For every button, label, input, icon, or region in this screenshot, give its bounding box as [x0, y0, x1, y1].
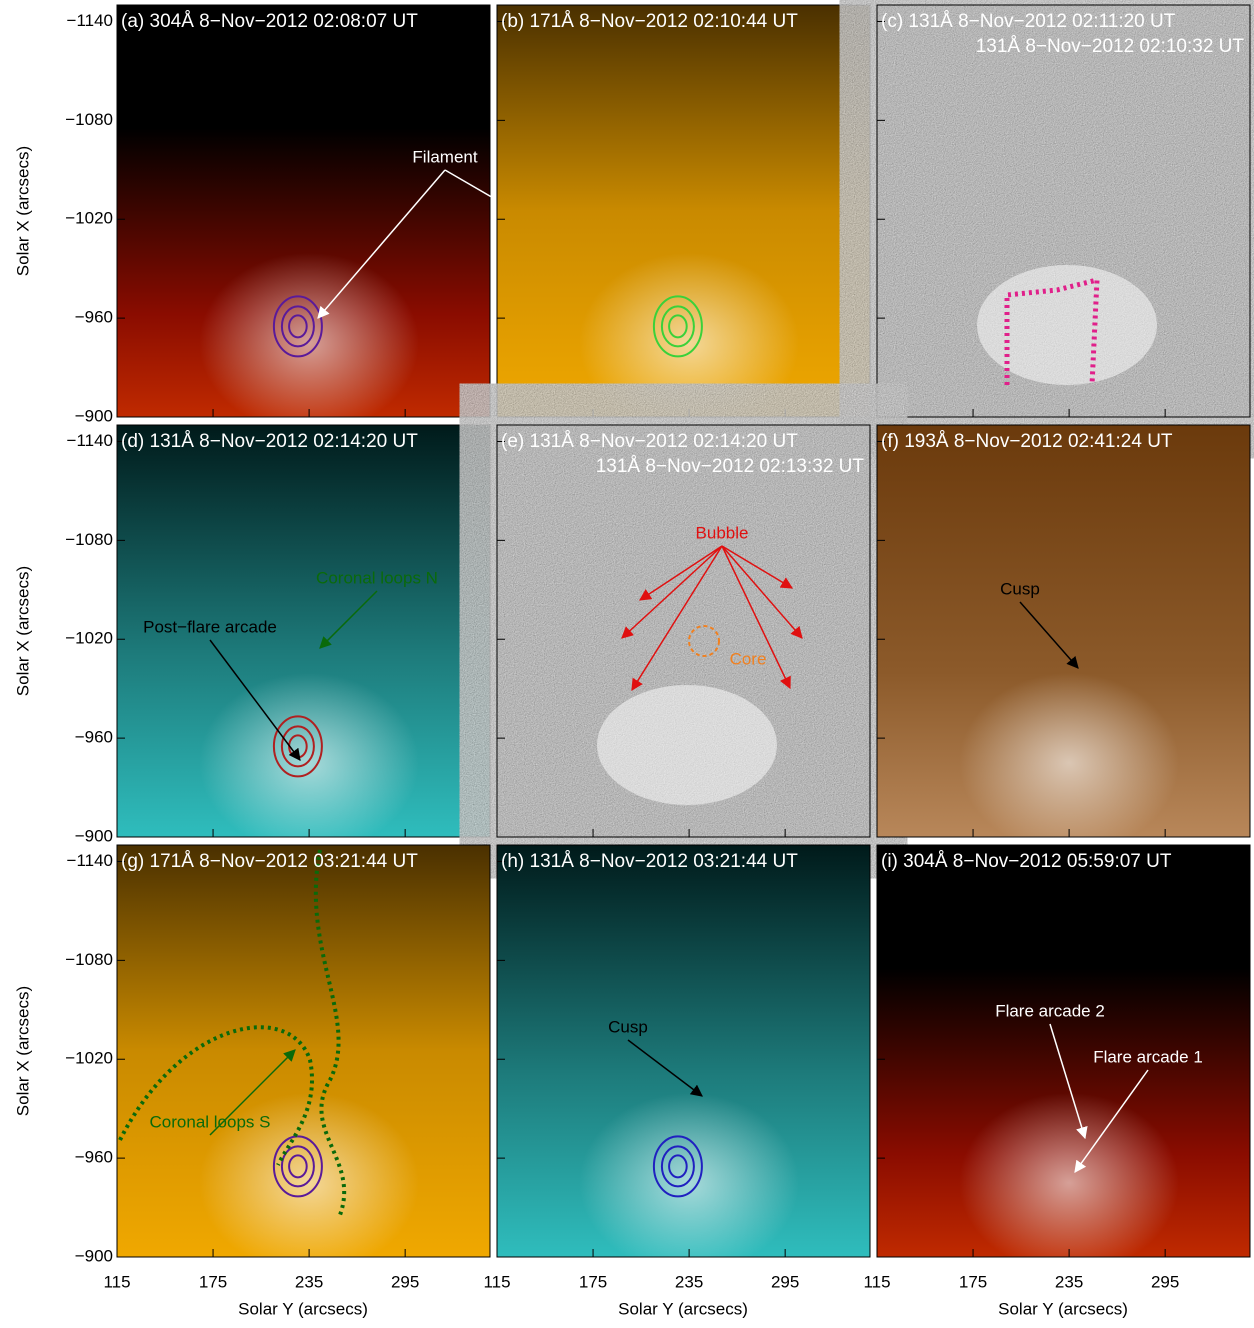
- x-tick-label: 115: [103, 1272, 130, 1291]
- x-tick-label: 175: [579, 1272, 607, 1291]
- y-tick-label: −1080: [65, 950, 113, 969]
- x-tick-label: 115: [483, 1272, 510, 1291]
- x-tick-label: 175: [199, 1272, 227, 1291]
- panels: −1140 −1080 −1020 −960 −900 (a) 304Å 8−Nov−20…: [65, 5, 1250, 1291]
- y-tick-label: −900: [75, 826, 113, 845]
- y-tick-label: −960: [75, 308, 113, 327]
- panel-title: (i) 304Å 8−Nov−2012 05:59:07 UT: [881, 851, 1172, 872]
- x-axis-label: Solar Y (arcsecs): [618, 1299, 748, 1318]
- x-tick-label: 235: [295, 1272, 323, 1291]
- y-tick-label: −1020: [65, 209, 113, 228]
- y-tick-label: −1140: [67, 851, 113, 870]
- panel: 115 175 235 295 (i) 304Å 8−Nov−2012 05:59:07…: [863, 845, 1250, 1291]
- x-tick-label: 235: [1055, 1272, 1083, 1291]
- annotation: Flare arcade 1: [1093, 1047, 1203, 1066]
- image-glow: [579, 1093, 799, 1273]
- x-tick-label: 295: [1151, 1272, 1179, 1291]
- annotation: Flare arcade 2: [995, 1001, 1105, 1020]
- x-tick-label: 295: [771, 1272, 799, 1291]
- y-tick-label: −960: [75, 1148, 113, 1167]
- x-tick-label: 175: [959, 1272, 987, 1291]
- panel: −1140 −1080 −1020 −960 −900 (d) 131Å 8−Nov−20…: [65, 425, 490, 853]
- y-tick-label: −900: [75, 1246, 113, 1265]
- annotation: Coronal loops N: [316, 568, 438, 587]
- x-tick-label: 115: [863, 1272, 890, 1291]
- panel-title: (d) 131Å 8−Nov−2012 02:14:20 UT: [121, 431, 418, 452]
- y-tick-label: −900: [75, 406, 113, 425]
- panel-title: 131Å 8−Nov−2012 02:10:32 UT: [976, 36, 1245, 57]
- y-tick-label: −1080: [65, 530, 113, 549]
- annotation: Cusp: [1000, 579, 1040, 598]
- annotation: Post−flare arcade: [143, 617, 277, 636]
- figure: −1140 −1080 −1020 −960 −900 (a) 304Å 8−Nov−20…: [0, 0, 1254, 1328]
- y-tick-label: −1020: [65, 629, 113, 648]
- panel: (e) 131Å 8−Nov−2012 02:14:20 UT 131Å 8−No…: [497, 425, 870, 837]
- annotation: Filament: [412, 147, 477, 166]
- image-glow: [959, 1093, 1179, 1273]
- y-axis-label: Solar X (arcsecs): [13, 146, 32, 276]
- panel: 115 175 235 295 (h) 131Å 8−Nov−2012 03:21:44…: [483, 845, 870, 1291]
- image-feature: [597, 685, 777, 805]
- panel: (f) 193Å 8−Nov−2012 02:41:24 UT Cusp: [877, 425, 1250, 853]
- panel-title: (c) 131Å 8−Nov−2012 02:11:20 UT: [881, 11, 1176, 32]
- y-tick-label: −1140: [67, 431, 113, 450]
- image-glow: [199, 673, 419, 853]
- panel-title: (h) 131Å 8−Nov−2012 03:21:44 UT: [501, 851, 798, 872]
- x-axis-label: Solar Y (arcsecs): [998, 1299, 1128, 1318]
- y-tick-label: −1080: [65, 110, 113, 129]
- x-axis-label: Solar Y (arcsecs): [238, 1299, 368, 1318]
- annotation: Bubble: [696, 523, 749, 542]
- image-feature: [977, 265, 1157, 385]
- panel-title: (b) 171Å 8−Nov−2012 02:10:44 UT: [501, 11, 798, 32]
- annotation: Core: [730, 649, 767, 668]
- panel-title: (a) 304Å 8−Nov−2012 02:08:07 UT: [121, 11, 418, 32]
- panel-title: (e) 131Å 8−Nov−2012 02:14:20 UT: [501, 431, 798, 452]
- panel-title: (g) 171Å 8−Nov−2012 03:21:44 UT: [121, 851, 418, 872]
- annotation: Coronal loops S: [150, 1112, 271, 1131]
- y-axis-label: Solar X (arcsecs): [13, 986, 32, 1116]
- y-tick-label: −1140: [67, 11, 113, 30]
- panel: (c) 131Å 8−Nov−2012 02:11:20 UT 131Å 8−No…: [877, 5, 1250, 417]
- image-glow: [579, 253, 799, 433]
- y-tick-label: −960: [75, 728, 113, 747]
- panel-title: (f) 193Å 8−Nov−2012 02:41:24 UT: [881, 431, 1173, 452]
- x-tick-label: 295: [391, 1272, 419, 1291]
- y-axis-label: Solar X (arcsecs): [13, 566, 32, 696]
- panel-title: 131Å 8−Nov−2012 02:13:32 UT: [596, 456, 865, 477]
- annotation: Cusp: [608, 1017, 648, 1036]
- x-tick-label: 235: [675, 1272, 703, 1291]
- y-tick-label: −1020: [65, 1049, 113, 1068]
- image-glow: [959, 673, 1179, 853]
- panel: (b) 171Å 8−Nov−2012 02:10:44 UT: [497, 5, 870, 433]
- image-glow: [199, 253, 419, 433]
